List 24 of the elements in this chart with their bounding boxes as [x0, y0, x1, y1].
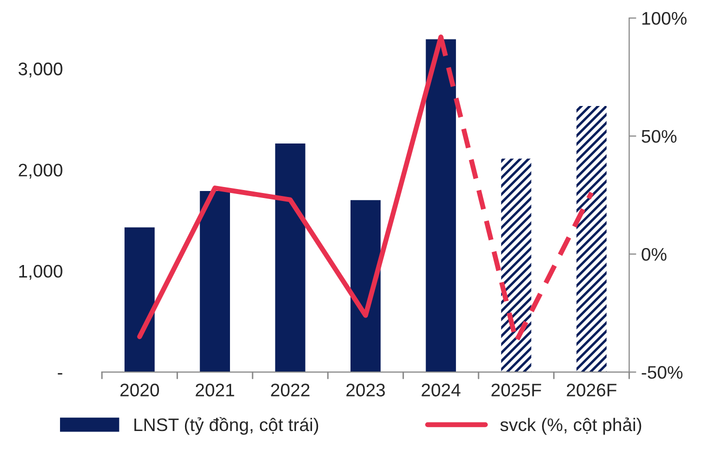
x-tick-label: 2023 — [346, 384, 385, 396]
bar — [501, 158, 532, 372]
y-tick-label: 1,000 — [19, 264, 62, 280]
x-tick-label: 2025F — [492, 384, 542, 396]
x-tick-label: 2026F — [566, 384, 616, 396]
x-tick-label: 2021 — [196, 384, 234, 396]
x-tick-label: 2020 — [120, 384, 159, 396]
y2-tick-label: 0% — [642, 248, 666, 261]
bar — [200, 191, 230, 372]
y2-tick-label: -50% — [642, 366, 682, 379]
x-tick-label: 2022 — [271, 384, 310, 396]
y-tick-label: - — [58, 373, 62, 375]
bar — [275, 143, 306, 372]
bar — [350, 200, 381, 372]
y-tick-label: 2,000 — [18, 164, 62, 179]
y2-tick-label: 100% — [642, 12, 687, 25]
bar — [124, 227, 155, 372]
bar — [426, 39, 456, 372]
x-tick-label: 2024 — [422, 384, 460, 396]
legend-label: LNST (tỷ đồng, cột trái) — [134, 417, 318, 435]
y-tick-label: 3,000 — [18, 62, 62, 78]
bar — [576, 106, 607, 372]
legend-label: svck (%, cột phải) — [500, 418, 642, 435]
y2-tick-label: 50% — [642, 130, 676, 143]
